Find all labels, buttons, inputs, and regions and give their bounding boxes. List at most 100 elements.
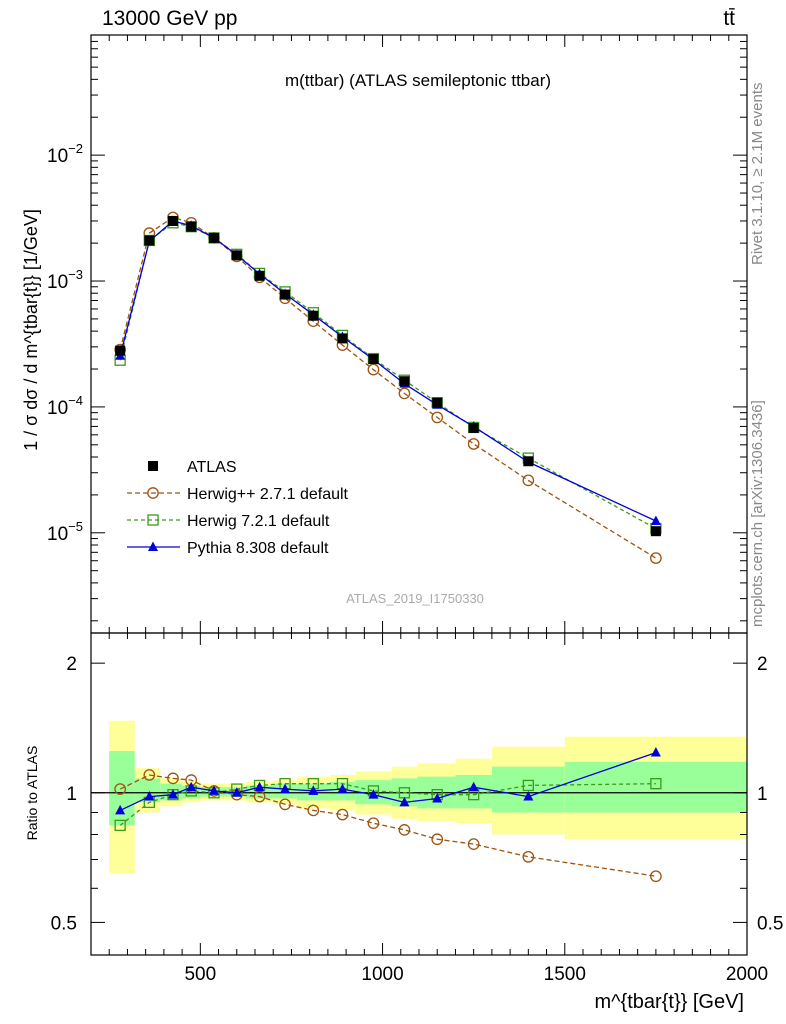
ratio-point: [115, 804, 126, 815]
data-point: [308, 310, 319, 321]
data-point: [523, 456, 534, 467]
data-point: [431, 411, 444, 424]
ratio-point: [114, 819, 126, 832]
ratio-point: [522, 850, 535, 863]
y-tick-label: 10−3: [47, 267, 83, 293]
mcplots-label: mcplots.cern.ch [arXiv:1306.3436]: [749, 400, 766, 627]
ratio-y-axis-label: Ratio to ATLAS: [24, 746, 40, 841]
data-point: [468, 422, 479, 433]
series-pythia-8-308-default: [115, 215, 661, 526]
ratio-point: [280, 783, 291, 794]
ratio-point: [186, 781, 197, 792]
ratio-point: [650, 747, 661, 757]
data-point: [254, 270, 265, 281]
data-point: [432, 397, 443, 408]
ratio-point: [368, 789, 379, 799]
y-tick-label: 10−2: [47, 141, 83, 167]
ratio-point: [253, 790, 266, 803]
series-line: [119, 220, 657, 522]
ratio-point: [468, 781, 479, 792]
data-point: [337, 333, 348, 344]
x-tick-label: 500: [184, 964, 216, 985]
ratio-point: [650, 778, 662, 790]
uncertainty-band-inner: [564, 761, 747, 813]
main-title: m(ttbar) (ATLAS semileptonic ttbar): [285, 71, 551, 90]
ratio-series-herwig-2-7-1-default: [114, 769, 662, 883]
ratio-y-tick-label-left: 2: [66, 654, 77, 675]
ratio-point: [167, 772, 179, 785]
y-tick-label: 10−4: [47, 393, 83, 419]
series-atlas: [115, 215, 661, 537]
ratio-point: [431, 833, 444, 846]
legend-label: Pythia 8.308 default: [187, 540, 329, 557]
data-point: [650, 552, 662, 564]
ratio-point: [399, 796, 410, 807]
data-point: [398, 387, 411, 400]
legend: ATLAS Herwig++ 2.7.1 default Herwig 7.2.1 …: [127, 459, 349, 557]
data-point: [650, 526, 661, 537]
main-panel: m(ttbar) (ATLAS semileptonic ttbar) ATLA…: [21, 34, 748, 634]
x-tick-label: 1000: [361, 964, 403, 985]
ratio-point: [279, 798, 291, 811]
ratio-point: [398, 824, 411, 836]
ratio-line: [119, 774, 656, 877]
ratio-point: [367, 817, 380, 830]
ratio-point: [337, 783, 348, 794]
data-point: [467, 438, 480, 450]
ratio-line: [119, 783, 656, 826]
series-herwig-2-7-1-default: [114, 211, 662, 564]
data-point: [115, 345, 126, 356]
data-point: [280, 289, 291, 300]
data-point: [522, 474, 535, 487]
ratio-point: [467, 838, 480, 850]
legend-label: ATLAS: [187, 459, 237, 476]
ratio-panel: Ratio to ATLAS m^{tbar{t}} [GeV] 2 2 1 1 0.5…: [24, 632, 783, 1013]
data-point: [186, 221, 197, 232]
analysis-tag: ATLAS_2019_I1750330: [346, 591, 484, 606]
ratio-y-tick-label-left: 1: [66, 784, 77, 805]
ratio-line: [119, 751, 657, 811]
ratio-point: [650, 870, 662, 883]
series-line: [119, 222, 657, 530]
main-y-axis-label: 1 / σ dσ / d m^{tbar{t}} [1/GeV]: [21, 209, 41, 451]
legend-label: Herwig++ 2.7.1 default: [187, 486, 349, 503]
ratio-point: [168, 789, 178, 799]
legend-marker: [147, 514, 159, 526]
ratio-point: [254, 781, 265, 792]
ratio-point: [144, 791, 155, 801]
legend-marker: [148, 541, 158, 551]
legend-entry: Pythia 8.308 default: [127, 540, 329, 557]
x-axis-label: m^{tbar{t}} [GeV]: [595, 991, 744, 1013]
data-point: [209, 232, 219, 243]
legend-entry: Herwig 7.2.1 default: [127, 513, 330, 530]
x-tick-label: 1500: [544, 964, 586, 985]
uncertainty-band-inner: [455, 774, 492, 809]
header-right-label: tt̄: [723, 7, 735, 30]
legend-marker: [147, 487, 159, 499]
rivet-version-label: Rivet 3.1.10, ≥ 2.1M events: [749, 83, 766, 266]
data-point: [144, 235, 155, 246]
series-line: [119, 216, 657, 559]
ratio-point: [522, 779, 534, 792]
ratio-point: [523, 791, 534, 801]
header-left-label: 13000 GeV pp: [102, 7, 237, 30]
ratio-y-tick-label-left: 0.5: [51, 913, 77, 934]
ratio-y-tick-label-right: 1: [757, 784, 768, 805]
ratio-point: [143, 769, 156, 781]
data-point: [367, 363, 380, 376]
data-point: [650, 515, 661, 526]
legend-label: Herwig 7.2.1 default: [187, 513, 330, 530]
data-point: [231, 250, 242, 261]
ratio-point: [231, 787, 242, 797]
legend-entry: ATLAS: [148, 459, 237, 476]
y-tick-label: 10−5: [47, 519, 83, 545]
ratio-point: [336, 808, 349, 821]
legend-entry: Herwig++ 2.7.1 default: [127, 486, 349, 503]
data-point: [368, 354, 379, 365]
ratio-point: [432, 792, 443, 803]
ratio-point: [307, 804, 320, 817]
x-tick-label: 2000: [726, 964, 768, 985]
ratio-y-tick-label-right: 0.5: [757, 913, 783, 934]
data-point: [399, 376, 410, 387]
